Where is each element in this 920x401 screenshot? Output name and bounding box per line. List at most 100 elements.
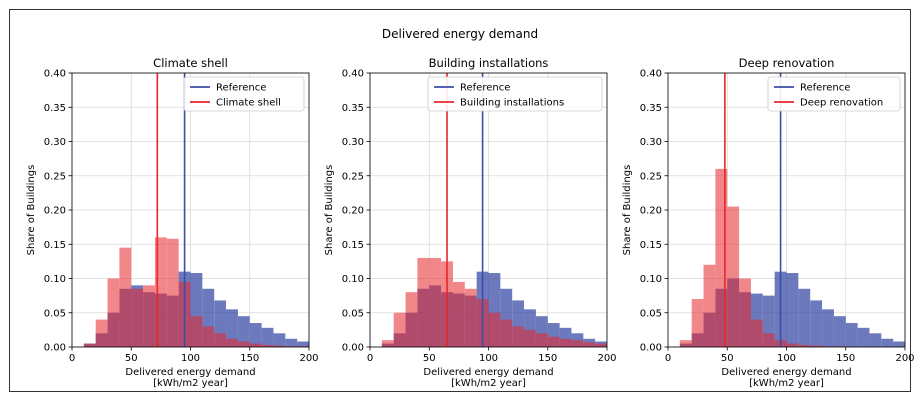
histogram-bar — [83, 343, 96, 347]
y-tick-label: 0.40 — [342, 69, 364, 80]
y-tick-label: 0.40 — [640, 69, 662, 80]
y-tick-label: 0.35 — [342, 103, 364, 114]
histogram-bar — [393, 312, 406, 347]
legend-box — [767, 76, 901, 112]
histogram-bar — [261, 327, 274, 347]
y-tick-label: 0.05 — [342, 308, 364, 319]
y-tick-label: 0.00 — [44, 343, 66, 354]
legend-label-scenario: Deep renovation — [800, 98, 883, 109]
legend-label-reference: Reference — [460, 83, 510, 94]
histogram-bar — [524, 329, 536, 347]
histogram-bar — [249, 343, 262, 347]
histogram-bar — [524, 309, 536, 347]
histogram-bar — [237, 341, 250, 347]
x-axis-unit-label: [kWh/m2 year] — [451, 378, 526, 389]
y-axis-label: Share of Buildings — [622, 165, 633, 256]
chart-title: Deep renovation — [739, 56, 835, 70]
histogram-bar — [214, 333, 227, 347]
histogram-bar — [107, 278, 120, 347]
y-tick-label: 0.30 — [342, 137, 364, 148]
histogram-bar — [273, 333, 286, 347]
histogram-bar — [154, 237, 167, 347]
histogram-bar — [381, 340, 394, 347]
histogram-bar — [535, 316, 548, 347]
figure-frame — [9, 9, 911, 392]
histogram-bar — [786, 273, 799, 347]
histogram-bar — [488, 312, 501, 347]
histogram-bar — [119, 247, 132, 347]
chart-panels: 0.00 0.05 0.10 0.15 0.20 0.25 0.30 0.35 0.40 0 50 1… — [26, 56, 915, 389]
x-tick-label: 50 — [423, 353, 436, 364]
histogram-bar — [166, 238, 179, 347]
histogram-bar — [131, 288, 144, 347]
histogram-bar — [739, 278, 751, 347]
legend-label-reference: Reference — [800, 83, 850, 94]
y-tick-label: 0.25 — [342, 171, 364, 182]
histogram-bar — [500, 319, 513, 347]
y-tick-label: 0.40 — [44, 69, 66, 80]
histogram-bar — [857, 327, 870, 347]
y-tick-label: 0.00 — [342, 343, 364, 354]
legend-box — [183, 76, 305, 112]
chart-title: Climate shell — [153, 56, 228, 70]
x-axis-label: Delivered energy demand — [721, 367, 851, 378]
figure-title: Delivered energy demand — [382, 27, 538, 41]
y-axis-label: Share of Buildings — [324, 165, 335, 256]
histogram-bar — [559, 338, 572, 347]
histogram-bar — [595, 343, 607, 347]
histogram-bar — [727, 206, 740, 347]
x-axis-unit-label: [kWh/m2 year] — [749, 378, 824, 389]
histogram-bar — [869, 333, 882, 347]
histogram-bar — [810, 300, 823, 347]
histogram-bar — [249, 323, 262, 347]
chart-panel-1: 0.00 0.05 0.10 0.15 0.20 0.25 0.30 0.35 0.40 0 50 1… — [26, 56, 319, 389]
y-tick-label: 0.10 — [640, 274, 662, 285]
legend-box — [427, 76, 603, 112]
histogram-bar — [845, 323, 858, 347]
x-tick-label: 200 — [597, 353, 616, 364]
x-tick-label: 150 — [538, 353, 557, 364]
histogram-bar — [226, 338, 238, 347]
x-axis-label: Delivered energy demand — [125, 367, 255, 378]
y-tick-label: 0.35 — [44, 103, 66, 114]
y-tick-label: 0.05 — [44, 308, 66, 319]
y-tick-label: 0.10 — [44, 274, 66, 285]
y-tick-label: 0.05 — [640, 308, 662, 319]
histogram-bar — [488, 273, 501, 347]
histogram-bar — [261, 344, 274, 347]
histogram-bar — [833, 316, 846, 347]
histogram-bar — [583, 342, 596, 347]
histogram-bar — [190, 316, 203, 347]
histogram-bar — [893, 341, 905, 347]
histogram-bar — [512, 300, 525, 347]
histogram-bar — [452, 281, 465, 347]
x-tick-label: 200 — [895, 353, 914, 364]
x-tick-label: 200 — [299, 353, 318, 364]
histogram-bar — [703, 264, 716, 347]
histogram-bar — [405, 292, 418, 347]
x-axis-unit-label: [kWh/m2 year] — [153, 378, 228, 389]
histogram-bar — [190, 273, 203, 347]
y-tick-label: 0.20 — [342, 206, 364, 217]
histogram-bar — [214, 300, 227, 347]
histogram-bar — [429, 257, 442, 347]
legend: Reference Deep renovation — [767, 76, 901, 112]
histogram-bar — [202, 326, 215, 347]
histogram-bar — [822, 309, 834, 347]
histogram-bar — [202, 288, 215, 347]
legend-label-scenario: Climate shell — [216, 98, 281, 109]
histogram-bar — [571, 340, 584, 347]
histogram-bar — [464, 288, 477, 347]
histogram-bar — [95, 319, 108, 347]
x-tick-label: 50 — [125, 353, 138, 364]
histogram-bar — [750, 319, 763, 347]
histogram-bar — [297, 341, 309, 347]
histogram-bar — [762, 333, 775, 347]
histogram-bar — [786, 343, 799, 347]
histogram-bar — [691, 299, 704, 347]
x-tick-label: 0 — [69, 353, 75, 364]
y-tick-label: 0.35 — [640, 103, 662, 114]
x-tick-label: 100 — [479, 353, 498, 364]
